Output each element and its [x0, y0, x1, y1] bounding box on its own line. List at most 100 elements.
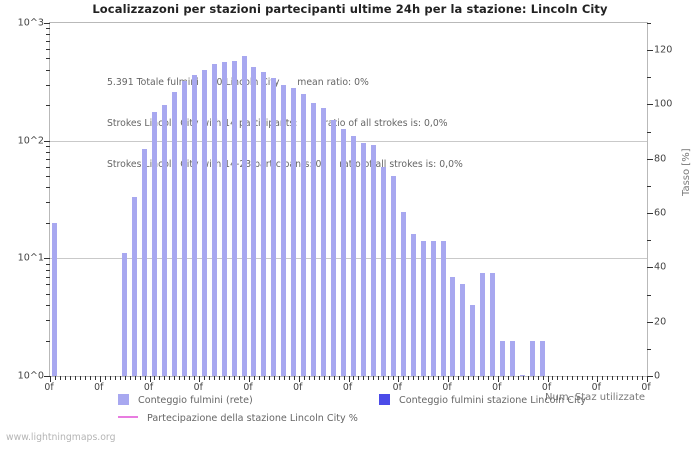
- bar: [182, 81, 187, 376]
- y-tick-minor: [46, 305, 50, 307]
- bar: [52, 222, 57, 376]
- x-tick: [388, 376, 390, 380]
- x-tick: [537, 376, 539, 380]
- y-tick-minor: [46, 269, 50, 271]
- bar: [192, 75, 197, 376]
- x-tick: [612, 376, 614, 380]
- bar: [401, 211, 406, 376]
- y-tick-minor: [46, 84, 50, 86]
- legend-item-station[interactable]: Conteggio fulmini stazione Lincoln City: [379, 394, 586, 406]
- x-tick: [278, 376, 280, 380]
- plot-area: 5.391 Totale fulmini 0 Lincoln City mean…: [18, 18, 672, 382]
- y-tick-minor: [46, 176, 50, 178]
- y-tick-label: 10^3: [17, 17, 44, 29]
- x-tick: [467, 376, 469, 380]
- x-tick: [318, 376, 320, 380]
- x-tick-label: 0f: [342, 382, 353, 393]
- bar: [530, 340, 535, 376]
- y-tick-right: [647, 131, 651, 133]
- legend-swatch-network: [118, 394, 129, 405]
- x-tick: [368, 376, 370, 380]
- x-tick: [69, 376, 71, 380]
- bar: [480, 273, 485, 376]
- x-tick-label: 0f: [641, 382, 651, 393]
- x-tick: [403, 376, 405, 380]
- x-tick: [99, 376, 101, 382]
- x-tick: [144, 376, 146, 380]
- y-tick-minor: [46, 152, 50, 154]
- y-tick-right-label: 20: [654, 316, 667, 328]
- x-tick: [527, 376, 529, 380]
- y-tick-right: [647, 77, 651, 79]
- x-tick-label: 0f: [143, 382, 154, 393]
- x-tick: [164, 376, 166, 380]
- bar: [341, 129, 346, 376]
- bar: [411, 234, 416, 376]
- x-tick: [423, 376, 425, 380]
- x-tick: [154, 376, 156, 380]
- y-tick-major: [44, 258, 50, 260]
- legend-swatch-participation: [118, 416, 138, 418]
- x-tick: [288, 376, 290, 380]
- x-tick: [239, 376, 241, 380]
- x-tick: [552, 376, 554, 380]
- bar: [450, 276, 455, 376]
- legend-label-network: Conteggio fulmini (rete): [138, 395, 253, 406]
- x-tick: [622, 376, 624, 380]
- x-tick: [338, 376, 340, 380]
- x-tick: [627, 376, 629, 380]
- x-tick: [253, 376, 255, 380]
- y-tick-right: [647, 185, 651, 187]
- bar: [122, 253, 127, 376]
- x-tick: [642, 376, 644, 380]
- bar: [540, 340, 545, 376]
- bar: [391, 176, 396, 376]
- legend-label-station: Conteggio fulmini stazione Lincoln City: [399, 395, 587, 406]
- watermark: www.lightningmaps.org: [6, 432, 116, 443]
- bar: [431, 241, 436, 376]
- x-tick: [283, 376, 285, 380]
- x-tick: [104, 376, 106, 380]
- bar: [281, 84, 286, 376]
- x-tick: [597, 376, 599, 382]
- bar: [321, 107, 326, 376]
- x-tick: [448, 376, 449, 382]
- x-tick-label: 0f: [94, 382, 104, 393]
- y-tick-minor: [46, 340, 50, 342]
- y-tick-right: [647, 23, 651, 24]
- bar: [251, 67, 256, 376]
- x-tick: [129, 376, 131, 380]
- x-tick: [517, 376, 519, 380]
- bar: [152, 112, 157, 376]
- x-tick-label: 0f: [392, 382, 402, 393]
- x-tick: [632, 376, 634, 380]
- x-tick: [293, 376, 295, 380]
- legend-item-network[interactable]: Conteggio fulmini (rete): [118, 394, 253, 406]
- x-tick: [587, 376, 589, 380]
- y-tick-label: 10^1: [17, 252, 44, 264]
- bar: [232, 60, 237, 376]
- bar: [301, 93, 306, 376]
- x-tick: [184, 376, 186, 380]
- x-tick: [209, 376, 211, 380]
- legend-item-participation[interactable]: Partecipazione della stazione Lincoln Ci…: [118, 413, 358, 424]
- bar: [490, 273, 495, 376]
- x-tick: [378, 376, 380, 380]
- y-tick-right: [647, 376, 653, 377]
- bar: [242, 56, 247, 376]
- x-tick: [472, 376, 474, 380]
- x-tick: [512, 376, 514, 380]
- x-tick: [174, 376, 176, 380]
- y-tick-minor: [46, 41, 50, 43]
- x-tick: [592, 376, 594, 380]
- x-tick: [602, 376, 604, 380]
- y-tick-minor: [46, 34, 50, 36]
- x-tick: [179, 376, 181, 380]
- y-tick-minor: [46, 263, 50, 265]
- y-tick-minor: [46, 49, 50, 51]
- legend-swatch-station: [379, 394, 390, 405]
- x-tick: [119, 376, 121, 380]
- bar: [291, 88, 296, 376]
- x-tick: [428, 376, 430, 380]
